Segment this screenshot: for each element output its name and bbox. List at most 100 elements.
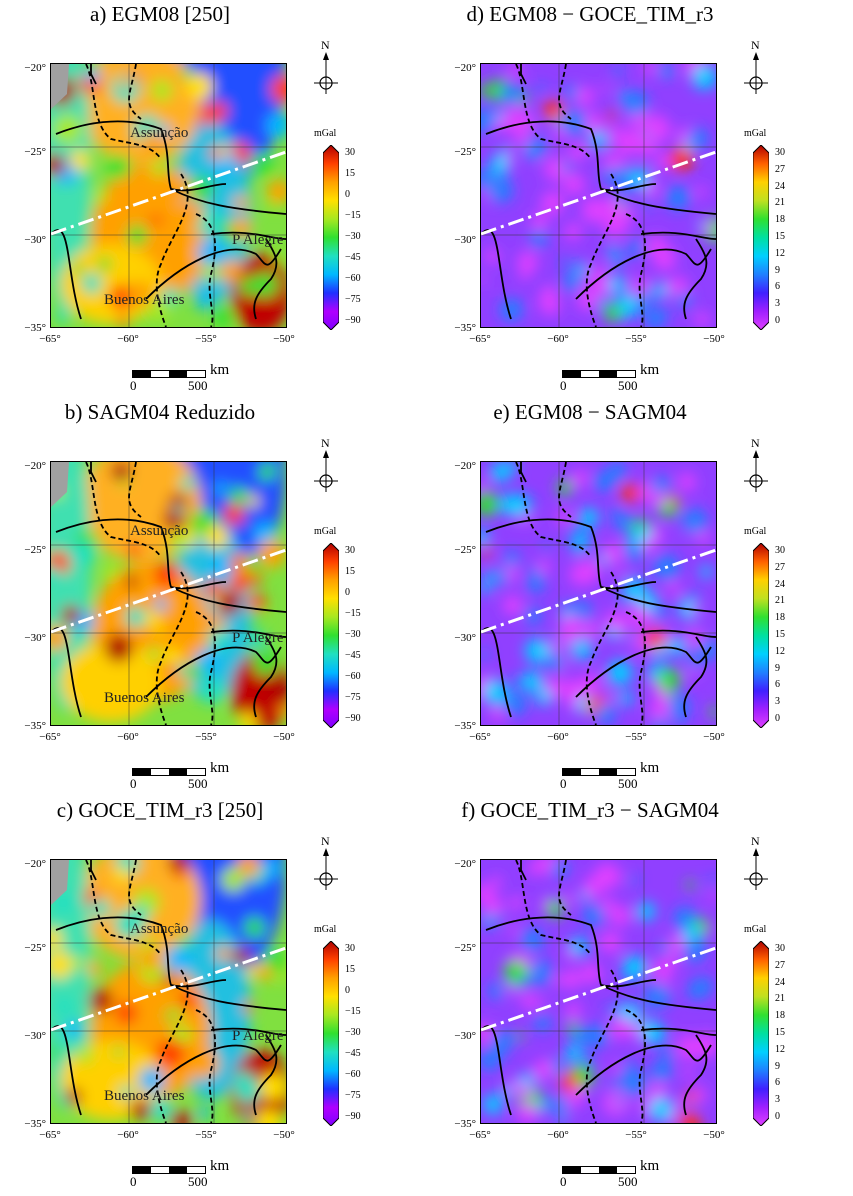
lon-label: −60° [547, 731, 569, 743]
colorbar-tick: 18 [775, 214, 785, 226]
lat-label: −35° [454, 322, 476, 334]
colorbar-tick: 30 [775, 545, 785, 556]
city-label-asuncion: Assunção [130, 125, 189, 141]
colorbar-tick: 27 [775, 959, 785, 971]
colorbar-tick: 15 [345, 566, 355, 577]
colorbar-tick: 24 [775, 976, 785, 988]
lat-label: −30° [454, 1030, 476, 1042]
city-label-buenosaires: Buenos Aires [104, 292, 185, 308]
map-area [50, 63, 287, 328]
profile-line [51, 946, 286, 1032]
colorbar-unit: mGal [744, 924, 767, 935]
colorbar-unit: mGal [744, 526, 767, 537]
lat-label: −25° [454, 942, 476, 954]
colorbar-tick: 18 [775, 1010, 785, 1022]
scale-zero: 0 [130, 378, 137, 393]
scale-mid: 500 [188, 776, 208, 791]
lon-label: −60° [547, 333, 569, 345]
colorbar-tick: 12 [775, 645, 785, 657]
colorbar-tick: 15 [775, 629, 785, 640]
colorbar-tick: −45 [345, 650, 361, 661]
map-panel-b: b) SAGM04 Reduzido −20° −25° −30° −35° −65° −6… [0, 398, 420, 793]
lat-label: −35° [454, 1118, 476, 1130]
colorbar-tick: −90 [345, 1111, 361, 1122]
colorbar-tick: −30 [345, 231, 361, 242]
north-label: N [321, 834, 330, 848]
colorbar-tick: 15 [775, 231, 785, 242]
colorbar-tick: 0 [345, 985, 350, 996]
lat-label: −35° [24, 720, 46, 732]
lon-label: −60° [117, 333, 139, 345]
lat-label: −30° [24, 1030, 46, 1042]
map-panel-a: a) EGM08 [250] −20° −25° −30° −35° −65° −60° −5… [0, 0, 420, 395]
lon-label: −65° [469, 1129, 491, 1141]
scale-bar-graphic [132, 1166, 206, 1174]
lat-label: −20° [24, 858, 46, 870]
colorbar-tick: 6 [775, 1077, 780, 1089]
colorbar [323, 543, 339, 728]
colorbar-tick: 18 [775, 612, 785, 624]
colorbar-tick: −90 [345, 713, 361, 724]
scale-bar-graphic [562, 1166, 636, 1174]
colorbar-unit: mGal [744, 128, 767, 139]
lon-label: −50° [703, 731, 725, 743]
lon-label: −55° [625, 731, 647, 743]
map-panel-c: c) GOCE_TIM_r3 [250] −20° −25° −30° −35° −65°… [0, 796, 420, 1191]
colorbar-tick: 6 [775, 679, 780, 691]
colorbar-tick: −45 [345, 252, 361, 263]
lon-label: −55° [195, 333, 217, 345]
colorbar-tick: 9 [775, 1060, 780, 1072]
lon-label: −65° [39, 333, 61, 345]
city-label-buenosaires: Buenos Aires [104, 690, 185, 706]
scale-unit: km [640, 1158, 660, 1174]
colorbar-tick: 15 [345, 168, 355, 179]
scale-bar: km 0 500 [130, 758, 260, 794]
colorbar-tick: −30 [345, 1027, 361, 1038]
lat-label: −35° [24, 1118, 46, 1130]
north-arrow-icon: N [742, 834, 772, 894]
lat-label: −25° [24, 942, 46, 954]
map-panel-e: e) EGM08 − SAGM04 −20° −25° −30° −35° −65° −60… [430, 398, 850, 793]
map-image [481, 860, 716, 1123]
north-label: N [321, 38, 330, 52]
colorbar-tick: 27 [775, 163, 785, 175]
scale-bar: km 0 500 [130, 1156, 260, 1192]
colorbar-tick: 24 [775, 578, 785, 590]
panel-title: b) SAGM04 Reduzido [64, 400, 256, 424]
lat-label: −20° [24, 62, 46, 74]
scale-zero: 0 [130, 1174, 137, 1189]
colorbar-tick: −45 [345, 1048, 361, 1059]
panel-title: c) GOCE_TIM_r3 [250] [56, 798, 264, 822]
lon-label: −50° [273, 1129, 295, 1141]
scale-zero: 0 [560, 776, 567, 791]
lon-label: −55° [625, 333, 647, 345]
colorbar [753, 543, 769, 728]
profile-line [481, 548, 716, 634]
colorbar-tick: 21 [775, 993, 785, 1005]
colorbar-tick: 0 [775, 1111, 780, 1122]
city-label-asuncion: Assunção [130, 523, 189, 539]
colorbar-tick: 6 [775, 281, 780, 293]
panel-title: a) EGM08 [250] [90, 2, 230, 26]
colorbar-tick: 15 [345, 964, 355, 975]
lon-label: −60° [117, 731, 139, 743]
colorbar-tick: 21 [775, 197, 785, 209]
colorbar-tick: 9 [775, 264, 780, 276]
colorbar-unit: mGal [314, 924, 337, 935]
colorbar-tick: −75 [345, 294, 361, 305]
lon-label: −65° [39, 1129, 61, 1141]
colorbar-tick: 21 [775, 595, 785, 607]
scale-bar: km 0 500 [560, 1156, 690, 1192]
scale-bar-graphic [562, 370, 636, 378]
scale-bar: km 0 500 [560, 758, 690, 794]
profile-line [481, 946, 716, 1032]
scale-mid: 500 [188, 1174, 208, 1189]
north-label: N [321, 436, 330, 450]
map-area [50, 859, 287, 1124]
north-arrow-icon: N [742, 38, 772, 98]
map-image [51, 462, 286, 725]
lat-label: −35° [454, 720, 476, 732]
colorbar-tick: 0 [345, 189, 350, 200]
scale-bar: km 0 500 [130, 360, 260, 396]
lat-label: −20° [454, 62, 476, 74]
